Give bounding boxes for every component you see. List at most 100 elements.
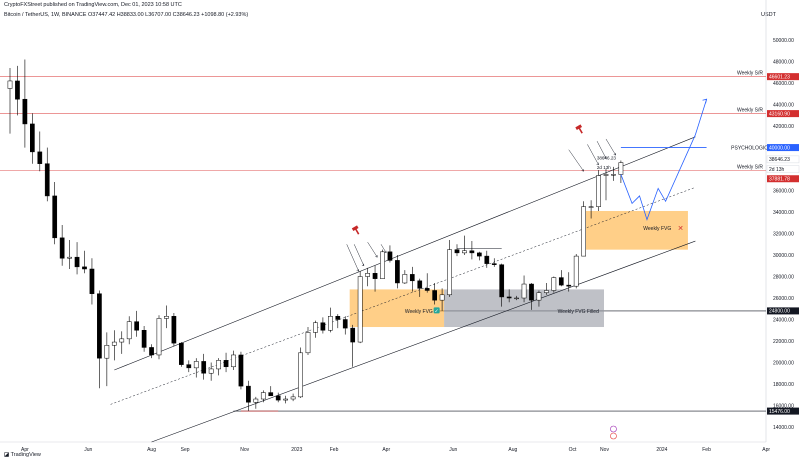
candle-down	[469, 250, 475, 254]
candle-down	[342, 319, 348, 329]
candle-down	[97, 293, 102, 359]
channel-upper-line	[114, 136, 696, 371]
x-tick-label: Nov	[600, 447, 609, 453]
candle-up	[260, 392, 266, 400]
signal-arrowhead	[375, 255, 378, 258]
candle-up	[156, 318, 162, 356]
candle-down	[89, 268, 95, 294]
candle-down	[499, 264, 505, 298]
price-tag	[766, 155, 800, 164]
candle-down	[246, 385, 251, 403]
hammer-icon-handle	[578, 127, 583, 134]
candle-up	[618, 162, 624, 175]
y-tick-label: 26000.00	[773, 296, 794, 302]
candle-down	[335, 316, 341, 320]
signal-arrowhead	[384, 250, 387, 254]
candle-down	[52, 195, 58, 239]
candle-up	[208, 368, 214, 374]
y-tick-label: 14000.00	[773, 425, 794, 431]
candle-down	[134, 321, 140, 331]
hammer-icon	[575, 124, 583, 130]
signal-arrow	[353, 244, 365, 266]
price-tag	[767, 307, 799, 315]
price-tag-label: 2d 13h	[769, 167, 785, 173]
price-tag-label: 46601.23	[769, 74, 790, 80]
price-tag-label: 38646.23	[769, 157, 790, 163]
candle-up	[231, 354, 236, 368]
y-tick-label: 20000.00	[773, 360, 794, 366]
candle-up	[596, 175, 601, 207]
candle-up	[544, 290, 549, 293]
signal-arrowhead	[613, 152, 616, 156]
candle-down	[350, 327, 356, 343]
y-tick-label: 16000.00	[773, 403, 794, 409]
candle-down	[37, 151, 43, 164]
candle-down	[201, 361, 207, 374]
signal-arrow	[346, 244, 359, 272]
weekly-fvg-zone-lower	[349, 289, 445, 328]
projection-arrowhead	[702, 98, 708, 104]
candle-down	[30, 123, 35, 153]
price-tag-label: 24800.00	[769, 309, 790, 315]
x-tick-label: 2023	[291, 447, 302, 453]
price-tag	[766, 165, 800, 173]
candle-up	[536, 292, 542, 301]
signal-arrowhead	[361, 263, 365, 267]
candle-up	[126, 321, 132, 340]
channel-lower-line	[151, 240, 696, 443]
candle-up	[313, 322, 318, 333]
currency-label: USDT	[761, 12, 776, 18]
candle-up	[588, 206, 594, 208]
cross-icon: ✕	[678, 226, 684, 233]
price-tag-label: 40000.00	[769, 145, 790, 151]
y-tick-label: 28000.00	[773, 275, 794, 281]
candle-up	[67, 256, 72, 259]
candle-up	[305, 332, 311, 354]
candle-down	[409, 274, 415, 282]
tradingview-brand: TradingView	[10, 452, 41, 458]
check-icon-box	[433, 307, 440, 314]
price-tag	[767, 73, 799, 81]
candle-down	[454, 249, 460, 254]
x-tick-label: Feb	[702, 447, 711, 453]
y-tick-label: 18000.00	[773, 382, 794, 388]
candle-down	[395, 260, 400, 284]
event-icon	[610, 432, 617, 440]
check-icon: ✓	[435, 309, 439, 315]
candle-up	[514, 297, 519, 300]
candle-down	[171, 316, 177, 344]
signal-arrow	[587, 144, 599, 165]
x-tick-label: Aug	[508, 447, 517, 453]
candle-up	[104, 345, 110, 359]
event-icon	[610, 425, 617, 433]
y-tick-label: 44000.00	[773, 103, 794, 109]
candle-down	[477, 252, 482, 257]
x-tick-label: Apr	[21, 447, 29, 453]
candle-down	[22, 98, 28, 125]
candle-up	[7, 80, 13, 89]
candle-down	[238, 354, 244, 387]
price-tag	[767, 144, 799, 152]
price-tag	[767, 175, 799, 183]
current-price-label: 38646.23	[597, 155, 617, 160]
candle-down	[223, 360, 229, 368]
candle-down	[82, 266, 87, 270]
x-tick-label: Jun	[449, 447, 457, 453]
x-tick-label: Apr	[762, 447, 770, 453]
candle-up	[216, 360, 221, 370]
candle-up	[164, 316, 169, 319]
fvg-label-upper: Weekly FVG	[643, 226, 671, 232]
projection-path	[620, 99, 707, 221]
candle-up	[119, 338, 125, 343]
candle-down	[179, 342, 184, 365]
y-tick-label: 24000.00	[773, 318, 794, 324]
y-tick-label: 36000.00	[773, 189, 794, 195]
price-tag	[767, 110, 799, 118]
x-tick-label: Apr	[382, 447, 390, 453]
candle-down	[275, 395, 281, 401]
candle-down	[387, 251, 393, 261]
candle-up	[328, 316, 333, 331]
candle-up	[365, 273, 370, 277]
